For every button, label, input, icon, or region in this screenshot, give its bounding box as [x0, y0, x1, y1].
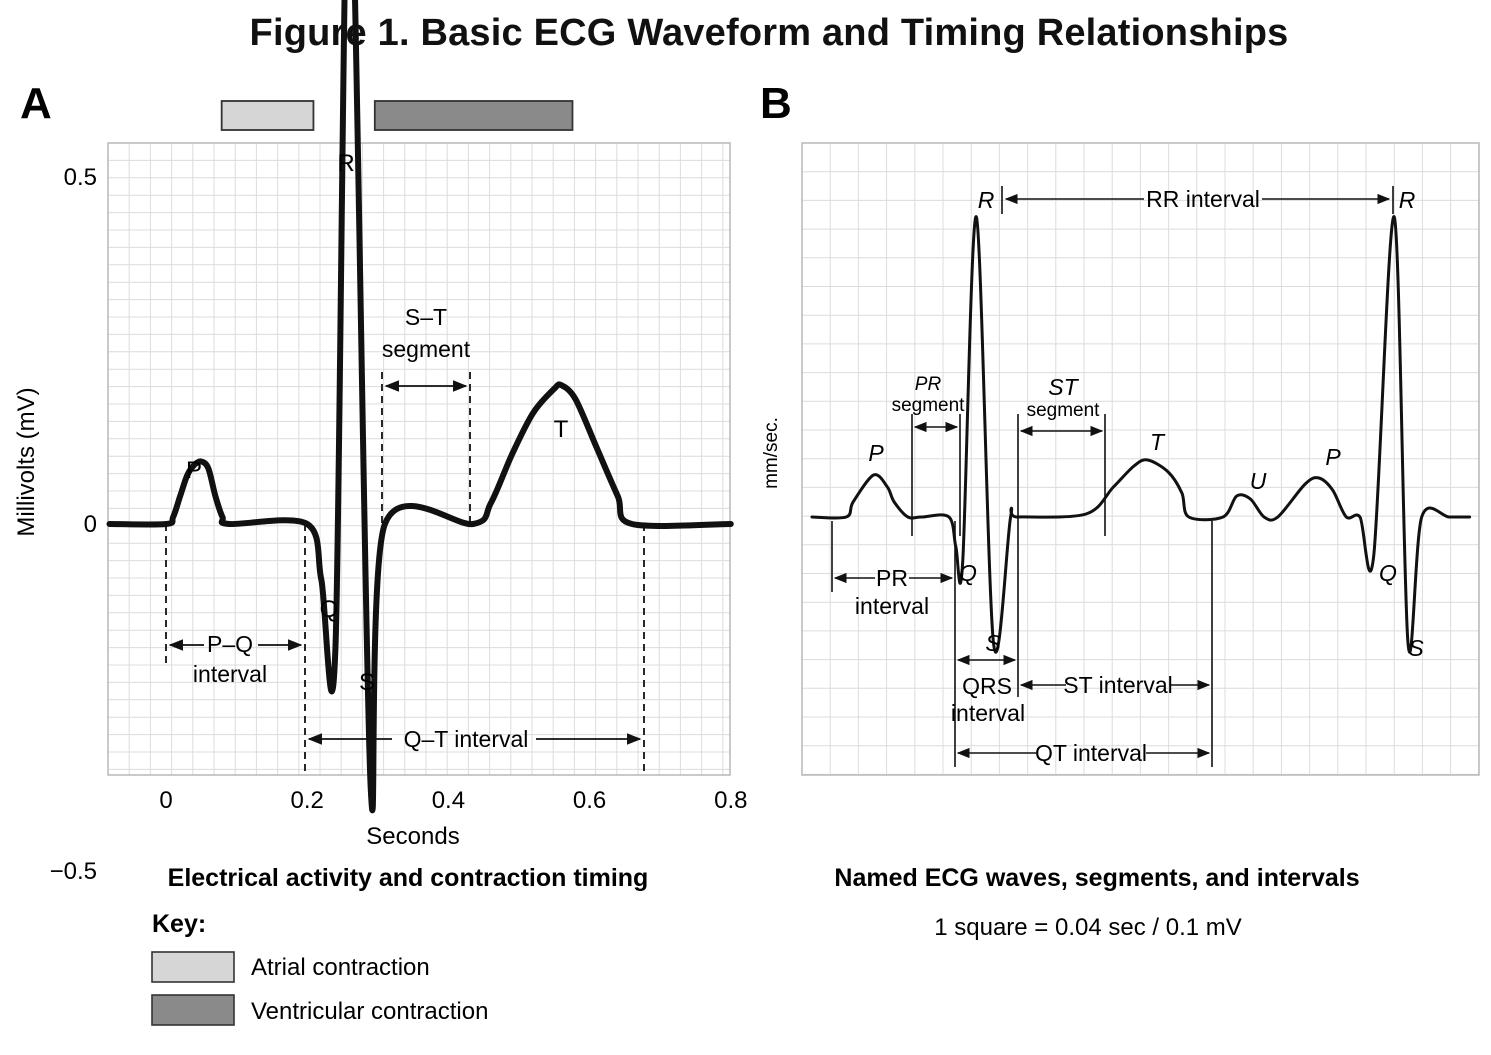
panel-b-q1-label: Q — [959, 560, 977, 586]
atrial-contraction-bar — [220, 100, 315, 131]
panel-b-s2-label: S — [1408, 635, 1424, 661]
panel-b-grid — [802, 143, 1480, 775]
key-ventricular-label: Ventricular contraction — [251, 998, 488, 1025]
panel-a-p-label: P — [186, 457, 202, 484]
panel-a-st-segment-label-2: segment — [382, 336, 471, 362]
panel-b-pr-segment-label-1: PR — [915, 374, 942, 395]
y-tick-label: −0.5 — [50, 858, 97, 885]
panel-a-grid — [108, 143, 730, 775]
y-tick-label: 0.5 — [64, 164, 97, 191]
panel-b-qrs-interval-label-2: interval — [951, 700, 1025, 726]
ventricular-contraction-bar — [373, 100, 574, 131]
panel-a-y-ticks: 1.00.50−0.5 — [50, 164, 97, 885]
panel-a-t-label: T — [554, 416, 569, 443]
panel-a-plot-frame — [107, 142, 731, 776]
panel-b-r1-label: R — [978, 187, 995, 213]
panel-b-t-label: T — [1150, 429, 1166, 455]
panel-b-subtitle: Named ECG waves, segments, and intervals — [834, 864, 1359, 892]
x-tick-label: 0.8 — [714, 787, 747, 814]
x-tick-label: 0.2 — [291, 787, 324, 814]
panel-b-letter: B — [760, 79, 792, 128]
panel-a-letter: A — [20, 79, 52, 128]
panel-b-ecg-trace — [810, 215, 1472, 654]
panel-a-qt-interval-label: Q–T interval — [404, 726, 529, 752]
panel-b-pr-segment-label-2: segment — [892, 395, 966, 416]
panel-a-x-ticks: 0 0.2 0.4 0.6 0.8 — [159, 787, 747, 814]
panel-a-ecg-trace — [106, 0, 734, 814]
panel-b-u-label: U — [1250, 468, 1267, 494]
panel-b-y-axis-label: mm/sec. — [761, 417, 782, 489]
panel-a-dashed-guides — [165, 372, 645, 774]
panel-b-pr-interval-label-2: interval — [855, 593, 929, 619]
figure-title: Figure 1. Basic ECG Waveform and Timing … — [249, 12, 1289, 54]
panel-b-p2-label: P — [1325, 444, 1341, 470]
panel-b-scale-note: 1 square = 0.04 sec / 0.1 mV — [934, 914, 1242, 941]
panel-b-s1-label: S — [985, 630, 1001, 656]
panel-b-pr-interval-label-1: PR — [876, 565, 908, 591]
panel-a-y-axis-label: Millivolts (mV) — [13, 387, 40, 536]
panel-a-st-segment-label-1: S–T — [405, 304, 447, 330]
panel-b-guide-lines — [831, 186, 1394, 767]
panel-b-plot-frame — [801, 142, 1480, 776]
panel-a-pq-interval-label-2: interval — [193, 661, 267, 687]
panel-b-rr-interval-label: RR interval — [1146, 186, 1260, 212]
panel-a-x-axis-label: Seconds — [366, 823, 459, 850]
x-tick-label: 0.4 — [432, 787, 465, 814]
panel-b-qrs-interval-label-1: QRS — [962, 673, 1012, 699]
panel-b-r2-label: R — [1399, 187, 1416, 213]
panel-b-qt-interval-label: QT interval — [1035, 740, 1147, 766]
panel-b-p1-label: P — [868, 440, 884, 466]
panel-b-st-segment-label-2: segment — [1027, 400, 1101, 421]
panel-a-pq-interval-label-1: P–Q — [207, 631, 253, 657]
key-ventricular-swatch — [151, 994, 235, 1026]
panel-a-r-label: R — [337, 150, 354, 177]
panel-a-q-label: Q — [320, 596, 339, 623]
key-title: Key: — [152, 910, 206, 938]
panel-a-subtitle: Electrical activity and contraction timi… — [168, 864, 649, 892]
panel-b-q2-label: Q — [1379, 560, 1397, 586]
panel-b-st-segment-label-1: ST — [1048, 374, 1079, 400]
key-atrial-swatch — [151, 951, 235, 983]
x-tick-label: 0 — [159, 787, 172, 814]
key-atrial-label: Atrial contraction — [251, 954, 430, 981]
panel-a-s-label: S — [359, 669, 375, 696]
x-tick-label: 0.6 — [573, 787, 606, 814]
panel-b-st-interval-label: ST interval — [1063, 672, 1173, 698]
y-tick-label: 0 — [84, 511, 97, 538]
